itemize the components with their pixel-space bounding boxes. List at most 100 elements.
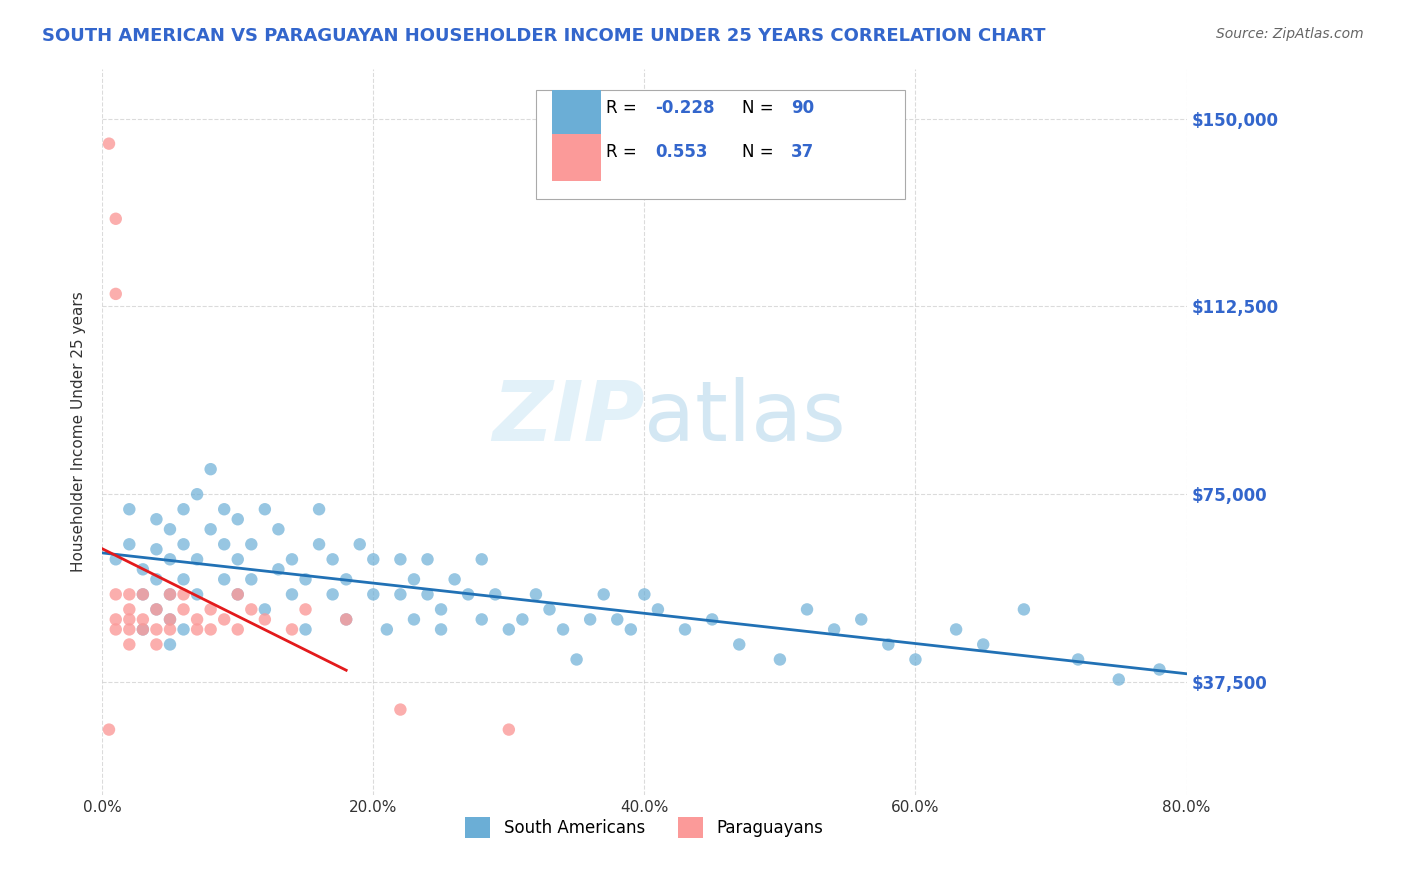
Point: [308, 537, 330, 551]
Point: [104, 211, 127, 226]
Point: [173, 623, 195, 637]
Point: [551, 623, 574, 637]
Point: [240, 602, 263, 616]
Point: [416, 587, 439, 601]
Point: [647, 602, 669, 616]
Point: [173, 602, 195, 616]
Legend: South Americans, Paraguayans: South Americans, Paraguayans: [458, 811, 830, 845]
Point: [851, 612, 873, 626]
Point: [118, 502, 141, 516]
Text: N =: N =: [742, 143, 779, 161]
Point: [498, 623, 520, 637]
Point: [226, 552, 249, 566]
Point: [212, 502, 235, 516]
Point: [471, 612, 494, 626]
Point: [104, 552, 127, 566]
Point: [226, 623, 249, 637]
Point: [457, 587, 479, 601]
Text: R =: R =: [606, 143, 643, 161]
Point: [538, 602, 561, 616]
Point: [118, 587, 141, 601]
Point: [159, 612, 181, 626]
Point: [118, 537, 141, 551]
Point: [200, 602, 222, 616]
Point: [186, 587, 208, 601]
Point: [253, 502, 276, 516]
Point: [200, 462, 222, 476]
Point: [877, 637, 900, 651]
Point: [402, 612, 425, 626]
Point: [173, 573, 195, 587]
Point: [430, 602, 453, 616]
Text: SOUTH AMERICAN VS PARAGUAYAN HOUSEHOLDER INCOME UNDER 25 YEARS CORRELATION CHART: SOUTH AMERICAN VS PARAGUAYAN HOUSEHOLDER…: [42, 27, 1046, 45]
Point: [159, 637, 181, 651]
Point: [294, 573, 316, 587]
Point: [145, 637, 167, 651]
Point: [606, 612, 628, 626]
Point: [281, 587, 304, 601]
Point: [186, 612, 208, 626]
Point: [132, 623, 155, 637]
Point: [159, 587, 181, 601]
Point: [186, 623, 208, 637]
Point: [484, 587, 506, 601]
Point: [132, 612, 155, 626]
Text: -0.228: -0.228: [655, 100, 714, 118]
Point: [471, 552, 494, 566]
Point: [904, 652, 927, 666]
Text: 0.553: 0.553: [655, 143, 707, 161]
Point: [267, 562, 290, 576]
Point: [159, 623, 181, 637]
Point: [402, 573, 425, 587]
Point: [145, 573, 167, 587]
Point: [565, 652, 588, 666]
Point: [769, 652, 792, 666]
Y-axis label: Householder Income Under 25 years: Householder Income Under 25 years: [72, 292, 86, 572]
Point: [200, 623, 222, 637]
Point: [226, 587, 249, 601]
Point: [524, 587, 547, 601]
Point: [267, 522, 290, 536]
Point: [118, 623, 141, 637]
Point: [322, 552, 344, 566]
Point: [389, 587, 412, 601]
Point: [633, 587, 655, 601]
Text: atlas: atlas: [644, 376, 846, 458]
Point: [389, 702, 412, 716]
Point: [132, 587, 155, 601]
Point: [104, 587, 127, 601]
Point: [132, 623, 155, 637]
Point: [212, 537, 235, 551]
Point: [945, 623, 967, 637]
Point: [335, 612, 357, 626]
Point: [620, 623, 643, 637]
Point: [512, 612, 534, 626]
Point: [972, 637, 994, 651]
Point: [375, 623, 398, 637]
Point: [728, 637, 751, 651]
Point: [1149, 663, 1171, 677]
Point: [416, 552, 439, 566]
Point: [430, 623, 453, 637]
Point: [145, 602, 167, 616]
Point: [389, 552, 412, 566]
Point: [673, 623, 696, 637]
Point: [186, 552, 208, 566]
Point: [702, 612, 724, 626]
Point: [226, 587, 249, 601]
Point: [145, 512, 167, 526]
Point: [294, 602, 316, 616]
Text: 37: 37: [790, 143, 814, 161]
FancyBboxPatch shape: [553, 90, 600, 137]
Point: [226, 512, 249, 526]
Point: [1012, 602, 1035, 616]
Point: [335, 573, 357, 587]
Point: [443, 573, 465, 587]
Point: [253, 602, 276, 616]
Point: [212, 612, 235, 626]
Point: [335, 612, 357, 626]
Point: [1067, 652, 1090, 666]
Point: [104, 612, 127, 626]
Text: R =: R =: [606, 100, 643, 118]
Point: [145, 623, 167, 637]
